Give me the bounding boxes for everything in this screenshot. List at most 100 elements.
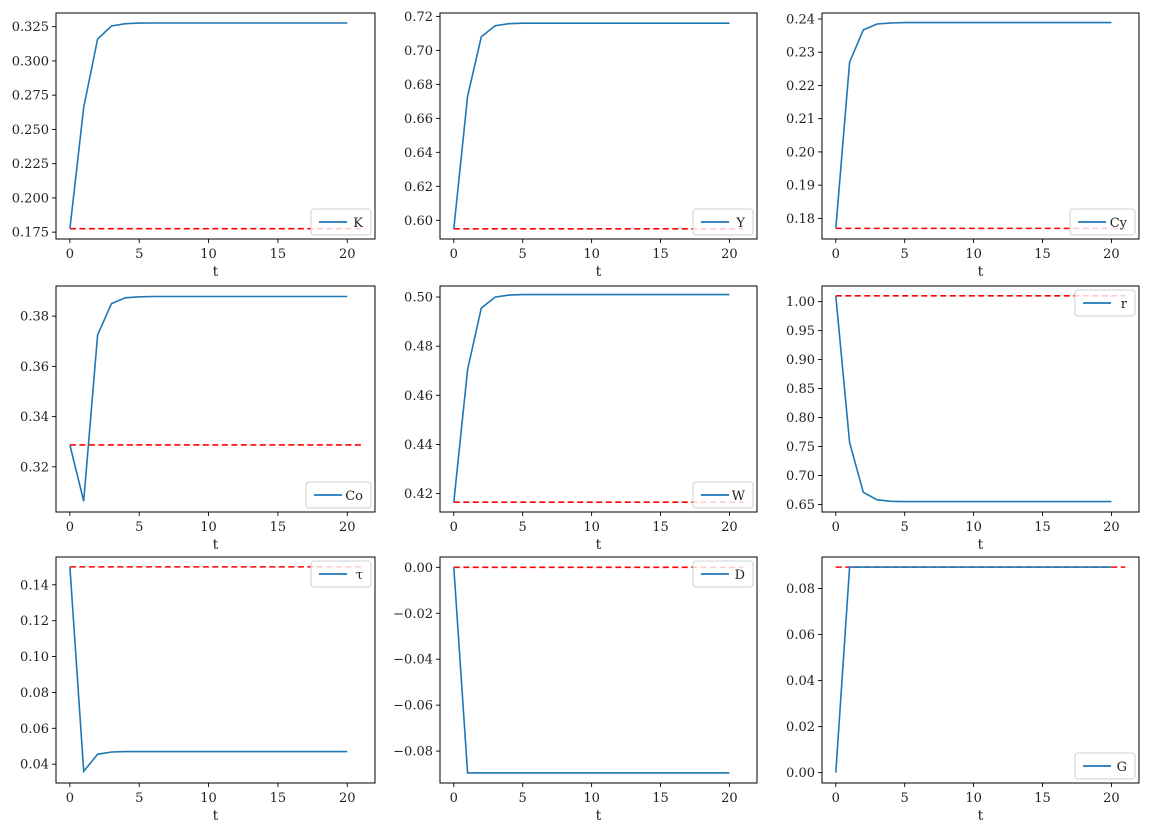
- y-tick-label: 0.14: [20, 578, 49, 593]
- y-tick-label: 0.06: [786, 628, 815, 643]
- y-tick-label: 0.65: [786, 498, 815, 513]
- legend-label: Co: [345, 489, 363, 504]
- legend: Co: [305, 481, 372, 509]
- x-tick-label: 15: [270, 247, 287, 262]
- x-tick-label: 0: [450, 247, 458, 262]
- y-tick-label: 0.80: [786, 411, 815, 426]
- x-axis-label: t: [213, 808, 219, 824]
- y-tick-label: 0.19: [786, 179, 815, 194]
- y-tick-label: 0.23: [786, 46, 815, 61]
- y-tick-label: 0.95: [786, 324, 815, 339]
- x-tick-label: 20: [339, 520, 356, 535]
- y-tick-label: 0.20: [786, 145, 815, 160]
- series-line: [69, 295, 348, 502]
- y-tick-label: 0.46: [404, 389, 433, 404]
- y-tick-label: 0.66: [404, 112, 433, 127]
- x-tick-label: 15: [1034, 520, 1051, 535]
- legend: τ: [310, 560, 372, 588]
- y-tick-label: 0.64: [404, 146, 433, 161]
- x-tick-label: 10: [965, 520, 982, 535]
- x-axis-label: t: [596, 264, 602, 280]
- y-tick-label: 0.72: [404, 10, 433, 25]
- x-tick-label: 10: [583, 247, 600, 262]
- series-line: [835, 566, 1112, 773]
- subplot-Co: 0 5 10 15 20 0.32 0.34 0.36 0.38 t Co: [20, 285, 376, 553]
- subplot-K: 0 5 10 15 20 0.175 0.200 0.225 0.250 0.275 0.300 0.…: [12, 12, 376, 280]
- subplot-G: 0 5 10 15 20 0.00 0.02 0.04 0.06 0.08 t G: [786, 556, 1140, 824]
- x-tick-label: 10: [583, 520, 600, 535]
- x-tick-label: 15: [652, 247, 669, 262]
- x-axis-label: t: [596, 808, 602, 824]
- x-axis-label: t: [978, 264, 984, 280]
- y-tick-label: −0.08: [393, 745, 433, 760]
- x-tick-label: 0: [832, 247, 840, 262]
- series-line: [453, 567, 730, 774]
- subplot-τ: 0 5 10 15 20 0.04 0.06 0.08 0.10 0.12 0.14 t τ: [20, 556, 376, 824]
- y-tick-label: 0.200: [12, 191, 49, 206]
- x-tick-label: 10: [200, 247, 217, 262]
- legend-label: Cy: [1110, 216, 1128, 231]
- x-tick-label: 20: [721, 791, 738, 806]
- y-tick-label: 0.08: [786, 582, 815, 597]
- x-tick-label: 15: [270, 791, 287, 806]
- subplot-Y: 0 5 10 15 20 0.60 0.62 0.64 0.66 0.68 0.70 0.72 t Y: [404, 10, 758, 280]
- legend: K: [310, 208, 372, 236]
- y-tick-label: 0.68: [404, 78, 433, 93]
- axes-frame: [55, 12, 376, 240]
- x-tick-label: 15: [652, 520, 669, 535]
- legend-label: W: [732, 489, 746, 504]
- series-line: [453, 293, 730, 503]
- x-tick-label: 0: [66, 247, 74, 262]
- y-tick-label: 0.44: [404, 438, 433, 453]
- y-tick-label: 0.70: [404, 44, 433, 59]
- x-tick-label: 15: [1034, 247, 1051, 262]
- y-tick-label: 0.325: [12, 20, 49, 35]
- x-tick-label: 5: [135, 520, 143, 535]
- x-tick-label: 5: [901, 520, 909, 535]
- x-tick-label: 5: [519, 791, 527, 806]
- series-line: [69, 566, 348, 774]
- x-tick-label: 5: [901, 791, 909, 806]
- y-tick-label: 0.62: [404, 180, 433, 195]
- x-tick-label: 0: [66, 520, 74, 535]
- x-tick-label: 5: [901, 247, 909, 262]
- x-tick-label: 5: [135, 247, 143, 262]
- y-tick-label: 0.10: [20, 650, 49, 665]
- y-tick-label: 0.300: [12, 54, 49, 69]
- y-tick-label: 0.21: [786, 112, 815, 127]
- x-tick-label: 0: [66, 791, 74, 806]
- axes-frame: [439, 285, 758, 513]
- y-tick-label: 0.38: [20, 310, 49, 325]
- y-tick-label: 0.175: [12, 226, 49, 241]
- x-tick-label: 5: [135, 791, 143, 806]
- y-tick-label: 0.04: [786, 674, 815, 689]
- y-tick-label: 0.70: [786, 469, 815, 484]
- subplot-D: 0 5 10 15 20 −0.08 −0.06 −0.04 −0.02 0.00 t D: [393, 556, 758, 824]
- y-tick-label: 0.32: [20, 460, 49, 475]
- x-tick-label: 5: [519, 247, 527, 262]
- axes-frame: [821, 285, 1140, 513]
- y-tick-label: 0.50: [404, 291, 433, 306]
- x-tick-label: 20: [1103, 520, 1120, 535]
- y-tick-label: 0.00: [404, 561, 433, 576]
- legend: Y: [692, 208, 754, 236]
- y-tick-label: 0.225: [12, 157, 49, 172]
- x-tick-label: 20: [1103, 247, 1120, 262]
- y-tick-label: 0.75: [786, 440, 815, 455]
- legend-label: G: [1117, 760, 1127, 775]
- axes-frame: [821, 556, 1140, 784]
- legend: Cy: [1069, 208, 1136, 236]
- y-tick-label: 0.250: [12, 123, 49, 138]
- y-tick-label: 0.85: [786, 382, 815, 397]
- y-tick-label: 0.42: [404, 487, 433, 502]
- x-tick-label: 10: [200, 520, 217, 535]
- x-tick-label: 15: [652, 791, 669, 806]
- series-line: [69, 22, 348, 229]
- x-tick-label: 10: [965, 247, 982, 262]
- x-axis-label: t: [596, 537, 602, 553]
- y-tick-label: 0.00: [786, 766, 815, 781]
- legend: D: [692, 560, 754, 588]
- y-tick-label: 0.02: [786, 720, 815, 735]
- axes-frame: [439, 12, 758, 240]
